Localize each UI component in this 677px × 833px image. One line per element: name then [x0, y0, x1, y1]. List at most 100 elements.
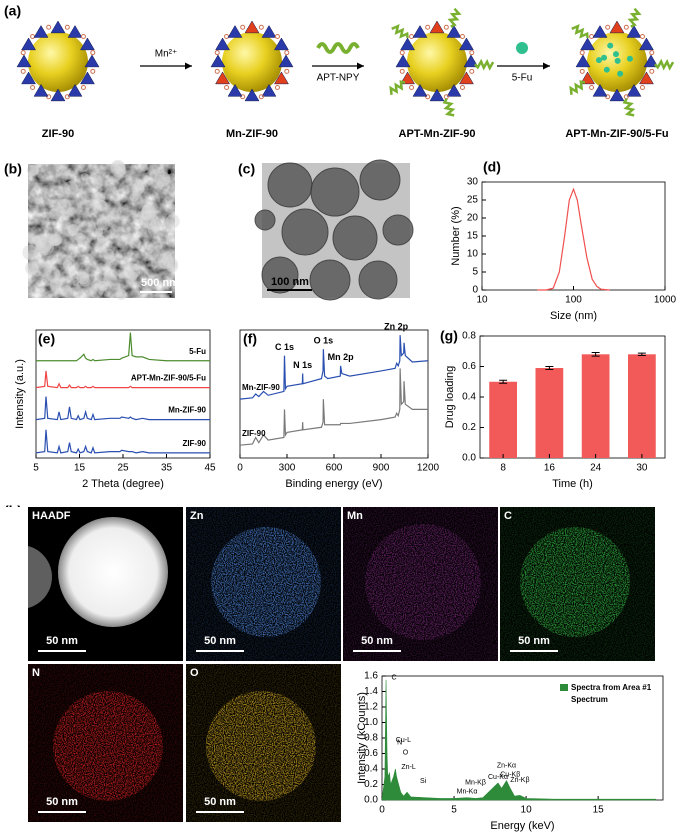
linker — [30, 34, 36, 40]
stage-label: APT-Mn-ZIF-90 — [399, 128, 476, 140]
sem-particle — [75, 232, 86, 243]
zn-node — [67, 25, 83, 38]
y-tick-label: 30 — [467, 177, 479, 188]
peak-label: Mn-Kβ — [465, 780, 486, 787]
line — [239, 335, 429, 400]
sem-particle — [167, 258, 179, 270]
x-tick-label: 10 — [521, 805, 533, 816]
sem-particle — [165, 278, 174, 288]
linker — [459, 84, 465, 90]
tem-particle — [254, 209, 276, 231]
zn-node — [446, 83, 462, 97]
zn-node — [80, 37, 95, 51]
sem-particle — [56, 198, 72, 215]
linker — [589, 34, 595, 40]
scale-label: 100 nm — [271, 276, 309, 288]
error-bar — [591, 351, 600, 357]
series-label: 5-Fu — [189, 347, 206, 356]
sem-particle — [89, 283, 104, 298]
y-tick-label: 0.6 — [462, 361, 476, 372]
scale-label: 50 nm — [518, 635, 550, 647]
bar — [489, 381, 517, 458]
zn-node — [33, 25, 49, 38]
drug — [614, 57, 621, 64]
line — [35, 396, 210, 421]
zn-node — [575, 54, 591, 68]
sem-particle — [67, 266, 77, 276]
y-tick-label: 0.4 — [364, 764, 378, 775]
bar — [581, 354, 610, 458]
x-axis-label: Time (h) — [552, 478, 593, 490]
y-tick-label: 0.2 — [462, 422, 476, 433]
x-axis-label: 2 Theta (degree) — [82, 478, 164, 490]
peak-label: Mn-Kα — [457, 789, 478, 796]
map-grain — [500, 507, 655, 661]
aptamer — [447, 7, 462, 28]
peak-label: Cu-L — [396, 737, 411, 744]
linker — [399, 68, 405, 74]
peak-label: O — [403, 750, 409, 757]
linker — [469, 50, 475, 56]
linker — [409, 84, 415, 90]
linker — [258, 94, 264, 100]
x-axis-label: Size (nm) — [550, 310, 597, 322]
linker — [20, 68, 26, 74]
sem-particle — [133, 263, 141, 271]
scale-label: 50 nm — [204, 635, 236, 647]
series-label: Mn-ZIF-90 — [168, 406, 206, 415]
line — [36, 332, 210, 362]
y-tick-label: 15 — [467, 231, 479, 242]
linker — [579, 68, 585, 74]
y-tick-label: 0.2 — [364, 779, 378, 790]
line — [35, 429, 210, 454]
linker — [90, 50, 96, 56]
tem-particle — [359, 159, 401, 201]
sem-particle — [49, 278, 63, 291]
edge-mask — [0, 507, 28, 661]
peak-label: N — [397, 739, 402, 746]
x-tick-label: 5 — [451, 805, 457, 816]
scale-label: 50 nm — [361, 635, 393, 647]
x-tick-label: 5 — [33, 463, 39, 474]
sem-particle — [103, 248, 115, 260]
y-axis-label: Intensity (a.u.) — [14, 359, 26, 429]
x-tick-label: 15 — [74, 463, 86, 474]
y-tick-label: 0 — [472, 285, 478, 296]
error-bar — [545, 366, 554, 371]
panel-label: (d) — [483, 159, 501, 175]
sem-particle — [139, 163, 148, 172]
scale-label: 50 nm — [46, 635, 78, 647]
sem-particle — [168, 203, 176, 211]
peak-label: Zn-Kβ — [510, 777, 529, 784]
drug — [613, 51, 620, 58]
tem-particle — [310, 167, 360, 217]
linker — [80, 84, 86, 90]
linker — [64, 94, 70, 100]
zn-node — [227, 83, 243, 97]
zn-node — [412, 25, 428, 38]
x-tick-label: 16 — [544, 463, 556, 474]
zn-node — [459, 37, 474, 51]
nanoparticle — [28, 32, 88, 92]
y-tick-label: 5 — [472, 267, 478, 278]
series-label: ZIF-90 — [182, 439, 206, 448]
sem-particle — [127, 271, 138, 282]
sem-particle — [123, 233, 134, 245]
y-tick-label: 0.8 — [462, 331, 476, 342]
map-label: Zn — [190, 510, 204, 522]
panel-label: (g) — [440, 328, 458, 344]
sem-particle — [72, 280, 79, 287]
zn-node — [278, 54, 294, 68]
sem-particle — [163, 251, 172, 261]
linker — [579, 50, 585, 56]
sem-particle — [156, 181, 164, 189]
peak-label: Zn 2p — [384, 321, 409, 331]
aptamer — [474, 58, 495, 71]
sem-particle — [137, 211, 145, 219]
sem-particle — [96, 234, 106, 243]
drug — [601, 54, 608, 61]
line — [35, 370, 210, 389]
sem-particle — [76, 271, 90, 285]
area — [381, 679, 657, 801]
aptamer — [627, 7, 642, 28]
